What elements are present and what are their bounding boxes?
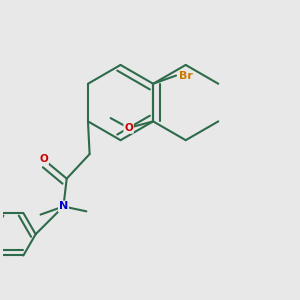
Text: Br: Br [179,70,193,81]
Text: O: O [39,154,48,164]
Text: O: O [124,123,133,133]
Text: N: N [59,201,68,212]
